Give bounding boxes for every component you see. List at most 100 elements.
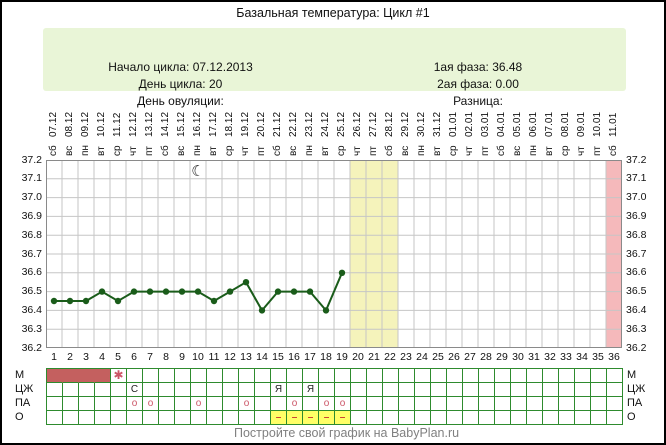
- weekday-label: пн: [80, 145, 91, 156]
- temperature-point: [306, 288, 314, 295]
- symptom-cell: [479, 397, 495, 411]
- temperature-point: [210, 297, 218, 305]
- x-axis-day-number: 24: [416, 351, 428, 363]
- x-axis-day-number: 13: [240, 351, 252, 363]
- x-axis-day-number: 32: [544, 351, 556, 363]
- symptom-cell: [559, 397, 575, 411]
- cycle-day-line: День цикла: 20: [88, 76, 273, 93]
- symptom-cell-marked: –: [319, 411, 335, 425]
- date-label: 26.12: [352, 111, 363, 137]
- symptom-cell: [223, 411, 239, 425]
- date-label: 09.01: [576, 111, 587, 137]
- symptom-cell: [447, 369, 463, 383]
- symptom-cell: [319, 383, 335, 397]
- x-axis-day-number: 7: [147, 351, 153, 363]
- weekday-label: вт: [320, 146, 331, 156]
- y-axis-label-right: 36.6: [626, 266, 647, 279]
- weekday-label: вс: [64, 145, 75, 156]
- symptom-cell: [367, 397, 383, 411]
- symptom-cell: [543, 383, 559, 397]
- symptom-cell: [143, 411, 159, 425]
- symptom-cell: [431, 369, 447, 383]
- date-label: 30.12: [416, 111, 427, 137]
- symptom-cell: [159, 369, 175, 383]
- temperature-point: [114, 297, 122, 305]
- symptom-cell: [495, 411, 511, 425]
- weekday-label: вт: [96, 146, 107, 156]
- symptom-cell: [591, 397, 607, 411]
- y-axis-label-right: 37.1: [626, 172, 647, 185]
- x-axis-day-number: 17: [304, 351, 316, 363]
- weekday-label: сб: [608, 145, 619, 156]
- date-label: 08.12: [64, 111, 75, 137]
- symptom-cell: [159, 411, 175, 425]
- symptom-cell: [143, 369, 159, 383]
- plot-border: [46, 160, 622, 348]
- date-label: 19.12: [240, 111, 251, 137]
- y-axis-label-left: 36.6: [21, 266, 42, 279]
- x-axis-day-number: 30: [512, 351, 524, 363]
- date-label: 22.12: [288, 111, 299, 137]
- symptom-cell: [575, 411, 591, 425]
- x-axis-day-number: 31: [528, 351, 540, 363]
- symptom-cell: [111, 411, 127, 425]
- symptom-cell: [255, 411, 271, 425]
- temperature-point: [258, 307, 266, 314]
- symptom-cell: [111, 383, 127, 397]
- symptom-cell: [447, 397, 463, 411]
- weekday-label: пт: [368, 146, 379, 156]
- symptom-cell: [143, 383, 159, 397]
- symptom-cell-marked: о: [191, 397, 207, 411]
- cycle-start-value: 07.12.2013: [192, 60, 253, 74]
- date-label: 23.12: [304, 111, 315, 137]
- x-axis-day-number: 9: [179, 351, 185, 363]
- symptom-cell: [239, 383, 255, 397]
- symptom-cell: [351, 383, 367, 397]
- y-axis-label-right: 36.4: [626, 303, 647, 316]
- temperature-point: [194, 288, 202, 295]
- difference-label: Разница:: [453, 94, 503, 108]
- symptom-cell: [95, 383, 111, 397]
- x-axis-day-number: 22: [384, 351, 396, 363]
- symptom-cell: [207, 369, 223, 383]
- y-axis-label-left: 37.0: [21, 191, 42, 204]
- symptom-cell: [271, 397, 287, 411]
- date-label: 17.12: [208, 111, 219, 137]
- y-axis-label-right: 36.8: [626, 228, 647, 241]
- symptom-cell: [415, 411, 431, 425]
- symptom-cell: [127, 369, 143, 383]
- date-label: 05.01: [512, 111, 523, 137]
- symptom-cell: [175, 383, 191, 397]
- symptom-cell: [559, 411, 575, 425]
- difference-line: Разница:: [383, 93, 573, 110]
- date-label: 15.12: [176, 111, 187, 137]
- cycle-start-label: Начало цикла:: [108, 60, 190, 74]
- babyplan-link[interactable]: Постройте свой график на BabyPlan.ru: [234, 426, 460, 440]
- symptom-cell: [47, 397, 63, 411]
- temperature-point: [50, 297, 58, 305]
- date-label: 01.01: [448, 111, 459, 137]
- weekday-label: пн: [528, 145, 539, 156]
- temperature-point: [162, 288, 170, 295]
- symptom-cell-marked: о: [239, 397, 255, 411]
- symptom-row-label-right: О: [627, 411, 636, 423]
- symptom-cell: [303, 369, 319, 383]
- weekday-label: пн: [416, 145, 427, 156]
- symptom-cell: [495, 383, 511, 397]
- symptom-cell: [351, 369, 367, 383]
- phase1-label: 1ая фаза:: [433, 60, 489, 74]
- date-label: 11.12: [112, 112, 123, 137]
- ovulation-day-label: День овуляции:: [137, 94, 224, 108]
- symptom-cell: [399, 383, 415, 397]
- y-axis-label-left: 36.5: [21, 285, 42, 298]
- symptom-cell: [95, 397, 111, 411]
- phase2-line: 2ая фаза: 0.00: [383, 76, 573, 93]
- symptom-cell-marked: о: [319, 397, 335, 411]
- symptom-cell: [463, 369, 479, 383]
- symptom-cell: [319, 369, 335, 383]
- date-label: 25.12: [336, 111, 347, 137]
- weekday-label: сб: [48, 145, 59, 156]
- plot-svg: ☾: [45, 159, 623, 349]
- x-axis-day-number: 6: [131, 351, 137, 363]
- symptom-cell: [399, 411, 415, 425]
